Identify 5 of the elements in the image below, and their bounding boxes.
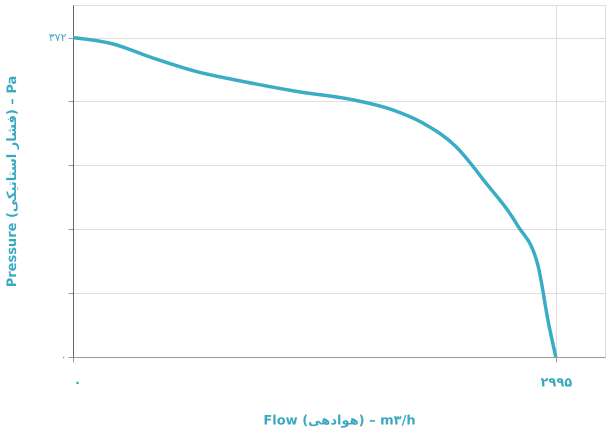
x-tick-label: ۲۹۹۵ <box>540 376 572 390</box>
line-series <box>71 36 558 359</box>
y-axis-title: Pressure (فشار استاتیکی) – Pa <box>4 76 20 288</box>
x-axis-title: Flow (هوادهی) – m۳/h <box>263 414 416 428</box>
y-tick-label: ۳۷۲ <box>48 31 67 44</box>
